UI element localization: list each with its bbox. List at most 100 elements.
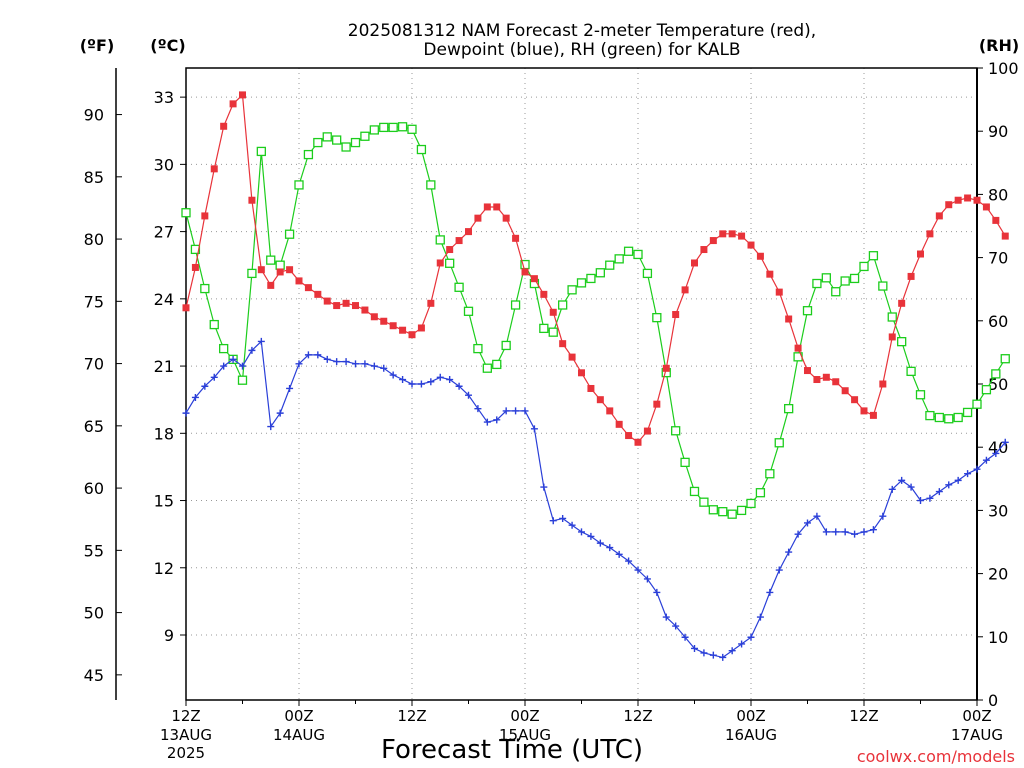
temperature-marker	[229, 100, 237, 108]
rh-marker	[275, 260, 285, 270]
temperature-marker	[832, 378, 840, 386]
fahrenheit-tick-label: 55	[84, 541, 104, 560]
dewpoint-marker	[879, 512, 887, 520]
temperature-marker	[182, 304, 190, 312]
rh-tick-label: 70	[988, 249, 1008, 268]
dewpoint-marker	[804, 519, 811, 527]
rh-marker	[397, 122, 408, 132]
rh-marker	[802, 306, 813, 316]
rh-marker	[501, 340, 511, 351]
temperature-marker	[408, 331, 416, 339]
dewpoint-marker	[625, 557, 633, 565]
rh-marker	[454, 282, 464, 292]
dewpoint-marker	[813, 512, 821, 520]
fahrenheit-tick-label: 45	[84, 666, 104, 685]
rh-marker	[746, 498, 756, 509]
rh-marker	[642, 268, 653, 279]
fahrenheit-tick-label: 70	[84, 355, 104, 374]
rh-marker	[266, 255, 276, 265]
dewpoint-marker	[549, 517, 557, 525]
rh-marker	[784, 403, 794, 414]
rh-marker	[379, 122, 389, 133]
dewpoint-marker	[210, 373, 218, 381]
rh-marker	[548, 327, 558, 337]
rh-marker	[360, 131, 370, 141]
rh-marker	[237, 375, 248, 385]
chart-title-line1: 2025081312 NAM Forecast 2-meter Temperat…	[348, 21, 816, 41]
rh-marker	[416, 144, 427, 155]
celsius-tick-label: 24	[154, 290, 174, 309]
dewpoint-marker	[474, 405, 482, 413]
temperature-marker	[606, 407, 614, 415]
dewpoint-marker	[982, 456, 990, 464]
dewpoint-marker	[691, 644, 698, 652]
dewpoint-marker	[841, 528, 849, 536]
temperature-marker	[917, 250, 924, 258]
temperature-marker	[220, 122, 228, 130]
celsius-tick-label: 18	[154, 424, 174, 443]
rh-marker	[652, 312, 662, 323]
temperature-marker	[304, 284, 312, 292]
temperature-line	[185, 93, 1006, 444]
rh-marker	[962, 407, 973, 418]
temperature-marker	[342, 299, 350, 307]
rh-marker	[435, 235, 445, 245]
dewpoint-marker	[304, 351, 312, 359]
rh-marker	[765, 469, 775, 479]
x-tick-date-label: 16AUG	[725, 726, 777, 744]
rh-marker	[934, 412, 944, 423]
dewpoint-marker	[935, 488, 943, 496]
rh-marker	[887, 312, 897, 322]
temperature-marker	[756, 252, 764, 260]
temperature-marker	[267, 281, 275, 289]
dewpoint-marker	[530, 425, 538, 433]
dewpoint-marker	[417, 380, 425, 388]
rh-marker	[671, 426, 681, 436]
celsius-tick-label: 12	[154, 559, 174, 578]
temperature-marker	[314, 290, 322, 298]
plot-frame	[185, 67, 978, 701]
rh-marker	[473, 343, 483, 354]
dewpoint-marker	[851, 530, 859, 538]
rh-unit-label: (RH)	[979, 36, 1019, 55]
rh-marker	[605, 260, 615, 270]
temperature-marker	[954, 196, 962, 204]
temperature-marker	[888, 333, 896, 341]
rh-tick-label: 10	[988, 628, 1008, 647]
rh-marker	[868, 251, 879, 261]
rh-marker	[944, 414, 954, 424]
dewpoint-marker	[794, 530, 802, 538]
rh-marker	[341, 142, 351, 152]
dewpoint-marker	[323, 355, 331, 363]
rh-marker	[190, 244, 201, 255]
fahrenheit-tick-label: 60	[84, 479, 104, 498]
dewpoint-marker	[239, 362, 246, 370]
fahrenheit-tick-label: 50	[84, 604, 104, 623]
temperature-marker	[653, 400, 661, 408]
temperature-marker	[286, 266, 294, 274]
temperature-marker	[822, 373, 830, 381]
x-tick-date-label: 13AUG	[160, 726, 212, 744]
rh-marker	[897, 337, 907, 347]
celsius-tick-label: 27	[154, 223, 174, 242]
temperature-marker	[512, 234, 520, 242]
fahrenheit-tick-label: 80	[84, 230, 104, 249]
temperature-marker	[530, 275, 538, 283]
temperature-marker	[427, 299, 435, 307]
dewpoint-marker	[973, 465, 981, 473]
temperature-marker	[276, 268, 284, 276]
rh-marker	[840, 276, 850, 286]
rh-marker	[991, 369, 1001, 379]
dewpoint-marker	[493, 416, 501, 424]
x-tick-date-label: 15AUG	[499, 726, 551, 744]
chart-title-line2: Dewpoint (blue), RH (green) for KALB	[423, 40, 740, 60]
dewpoint-marker	[766, 588, 774, 596]
dewpoint-marker	[719, 653, 727, 661]
temperature-marker	[662, 364, 670, 372]
dewpoint-marker	[615, 550, 623, 558]
temperature-marker	[709, 237, 717, 245]
temperature-marker	[672, 311, 680, 319]
dewpoint-marker	[888, 485, 896, 493]
temperature-marker	[361, 306, 369, 314]
rh-marker	[558, 300, 568, 310]
